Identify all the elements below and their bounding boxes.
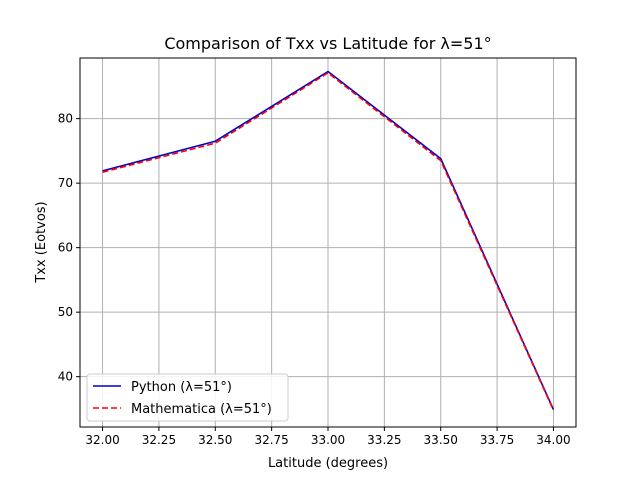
x-axis-ticks: 32.00 32.25 32.50 32.75 33.00 33.25 33.50 33.75…	[85, 427, 571, 447]
legend-box	[86, 373, 289, 422]
x-tick-label: 33.25	[367, 433, 401, 447]
series-lines	[102, 70, 555, 411]
x-tick-label: 32.00	[85, 433, 119, 447]
y-axis-label: Txx (Eotvos)	[34, 201, 49, 283]
series-line-mathematica	[102, 72, 555, 411]
legend: Python (λ=51°) Mathematica (λ=51°)	[86, 373, 289, 422]
y-axis-ticks: 40 50 60 70 80	[58, 112, 80, 384]
y-tick-label: 80	[58, 112, 73, 126]
chart-title: Comparison of Txx vs Latitude for λ=51°	[164, 34, 491, 53]
y-tick-label: 70	[58, 176, 73, 190]
y-tick-label: 50	[58, 305, 73, 319]
grid	[80, 58, 576, 427]
x-tick-label: 33.50	[424, 433, 458, 447]
x-tick-label: 32.50	[198, 433, 232, 447]
x-tick-label: 32.75	[254, 433, 288, 447]
x-tick-label: 34.00	[536, 433, 570, 447]
x-tick-label: 33.75	[480, 433, 514, 447]
x-tick-label: 33.00	[311, 433, 345, 447]
y-tick-label: 40	[58, 370, 73, 384]
x-axis-label: Latitude (degrees)	[268, 456, 388, 471]
x-tick-label: 32.25	[142, 433, 176, 447]
legend-label: Python (λ=51°)	[131, 380, 232, 395]
legend-label: Mathematica (λ=51°)	[131, 402, 272, 417]
y-tick-label: 60	[58, 241, 73, 255]
